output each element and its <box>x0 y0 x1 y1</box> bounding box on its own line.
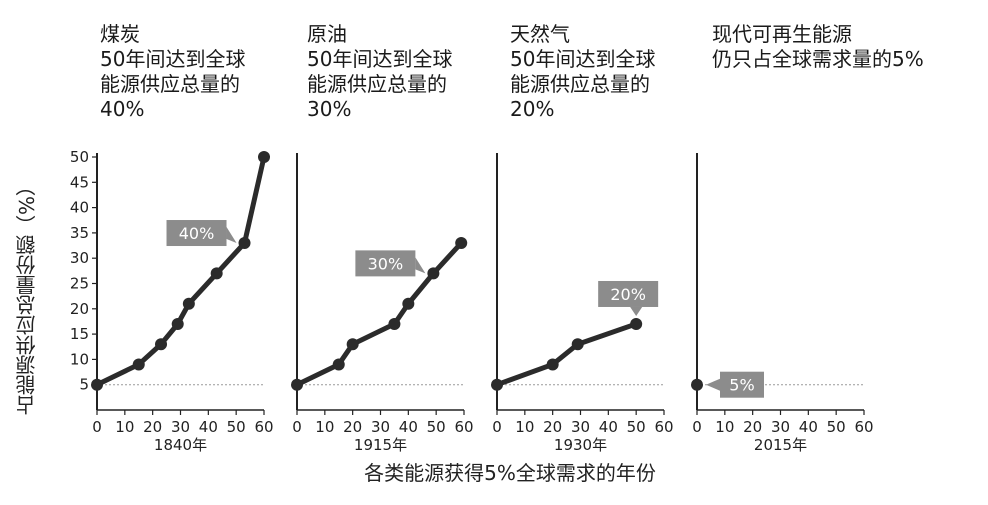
x-tick-label: 20 <box>143 418 162 436</box>
callout-box <box>598 280 659 307</box>
callout-pointer <box>415 257 426 274</box>
data-point <box>238 237 251 250</box>
x-tick-label: 40 <box>599 418 618 436</box>
x-tick-label: 40 <box>199 418 218 436</box>
x-tick-label: 30 <box>371 418 390 436</box>
callout-label: 30% <box>368 254 404 273</box>
data-point <box>402 297 415 310</box>
callout-pointer <box>226 227 237 244</box>
y-tick-label: 45 <box>70 173 89 191</box>
x-tick-label: 0 <box>92 418 102 436</box>
title-line: 天然气 <box>510 22 570 46</box>
x-tick-label: 20 <box>543 418 562 436</box>
data-point <box>546 358 559 371</box>
title-line: 50年间达到全球 <box>307 47 453 71</box>
y-tick-label: 5 <box>79 376 89 394</box>
x-tick-label: 10 <box>115 418 134 436</box>
data-point <box>258 151 270 163</box>
title-line: 煤炭 <box>100 22 140 46</box>
x-tick-label: 40 <box>399 418 418 436</box>
y-tick-label: 50 <box>70 148 89 166</box>
title-line: 50年间达到全球 <box>510 47 656 71</box>
x-tick-label: 0 <box>292 418 302 436</box>
y-tick-label: 35 <box>70 224 89 242</box>
y-tick-label: 15 <box>70 325 89 343</box>
panel-title-coal: 煤炭 50年间达到全球 能源供应总量的 40% <box>100 22 245 122</box>
callout-box <box>355 250 416 277</box>
y-tick-label: 40 <box>70 199 89 217</box>
start-year-label: 1840年 <box>154 436 207 454</box>
callout-box <box>720 371 764 398</box>
y-tick-label: 10 <box>70 350 89 368</box>
title-line: 原油 <box>307 22 347 46</box>
title-line: 仍只占全球需求量的5% <box>712 47 924 71</box>
data-point <box>630 317 643 330</box>
series-line <box>94 154 267 388</box>
callout-box <box>166 220 227 247</box>
start-year-label: 2015年 <box>754 436 807 454</box>
series-line <box>494 321 639 388</box>
y-tick-label: 30 <box>70 249 89 267</box>
x-tick-label: 40 <box>799 418 818 436</box>
x-tick-label: 30 <box>571 418 590 436</box>
x-tick-label: 50 <box>627 418 646 436</box>
y-tick-label: 20 <box>70 300 89 318</box>
data-point <box>332 358 345 371</box>
title-line: 能源供应总量的 <box>510 72 650 96</box>
data-point <box>691 378 703 391</box>
data-point <box>171 317 184 330</box>
x-tick-label: 10 <box>315 418 334 436</box>
data-point <box>455 237 468 250</box>
x-tick-label: 50 <box>227 418 246 436</box>
start-year-label: 1915年 <box>354 436 407 454</box>
y-tick-label: 25 <box>70 275 89 293</box>
x-tick-label: 0 <box>692 418 702 436</box>
title-line: 能源供应总量的 <box>100 72 240 96</box>
data-point <box>182 297 195 310</box>
x-tick-label: 10 <box>515 418 534 436</box>
data-point <box>291 378 303 391</box>
data-point <box>491 378 503 391</box>
data-point <box>132 358 145 371</box>
panel-title-renewables: 现代可再生能源 仍只占全球需求量的5% <box>712 22 924 72</box>
title-line: 50年间达到全球 <box>100 47 246 71</box>
data-point <box>388 317 401 330</box>
panel-title-oil: 原油 50年间达到全球 能源供应总量的 30% <box>307 22 452 122</box>
callout-label: 20% <box>610 285 646 304</box>
start-year-label: 1930年 <box>554 436 607 454</box>
callout-label: 40% <box>179 224 215 243</box>
x-tick-label: 30 <box>171 418 190 436</box>
x-tick-label: 50 <box>827 418 846 436</box>
x-tick-label: 0 <box>492 418 502 436</box>
x-tick-label: 50 <box>427 418 446 436</box>
title-line: 现代可再生能源 <box>712 22 852 46</box>
x-tick-label: 30 <box>771 418 790 436</box>
x-tick-label: 60 <box>654 418 673 436</box>
data-point <box>155 338 168 351</box>
title-line: 40% <box>100 97 145 121</box>
x-axis-label: 各类能源获得5%全球需求的年份 <box>364 461 656 485</box>
x-tick-label: 20 <box>343 418 362 436</box>
data-point <box>210 267 223 280</box>
title-line: 20% <box>510 97 555 121</box>
data-point <box>91 378 103 391</box>
data-point <box>427 267 440 280</box>
callout-label: 5% <box>729 376 754 395</box>
panel-title-gas: 天然气 50年间达到全球 能源供应总量的 20% <box>510 22 655 122</box>
x-tick-label: 60 <box>254 418 273 436</box>
data-point <box>571 338 584 351</box>
callout-pointer <box>706 378 720 391</box>
x-tick-label: 60 <box>454 418 473 436</box>
data-point <box>346 338 359 351</box>
x-tick-label: 20 <box>743 418 762 436</box>
title-line: 能源供应总量的 <box>307 72 447 96</box>
title-line: 30% <box>307 97 352 121</box>
callout-pointer <box>630 306 643 316</box>
x-tick-label: 60 <box>854 418 873 436</box>
x-tick-label: 10 <box>715 418 734 436</box>
